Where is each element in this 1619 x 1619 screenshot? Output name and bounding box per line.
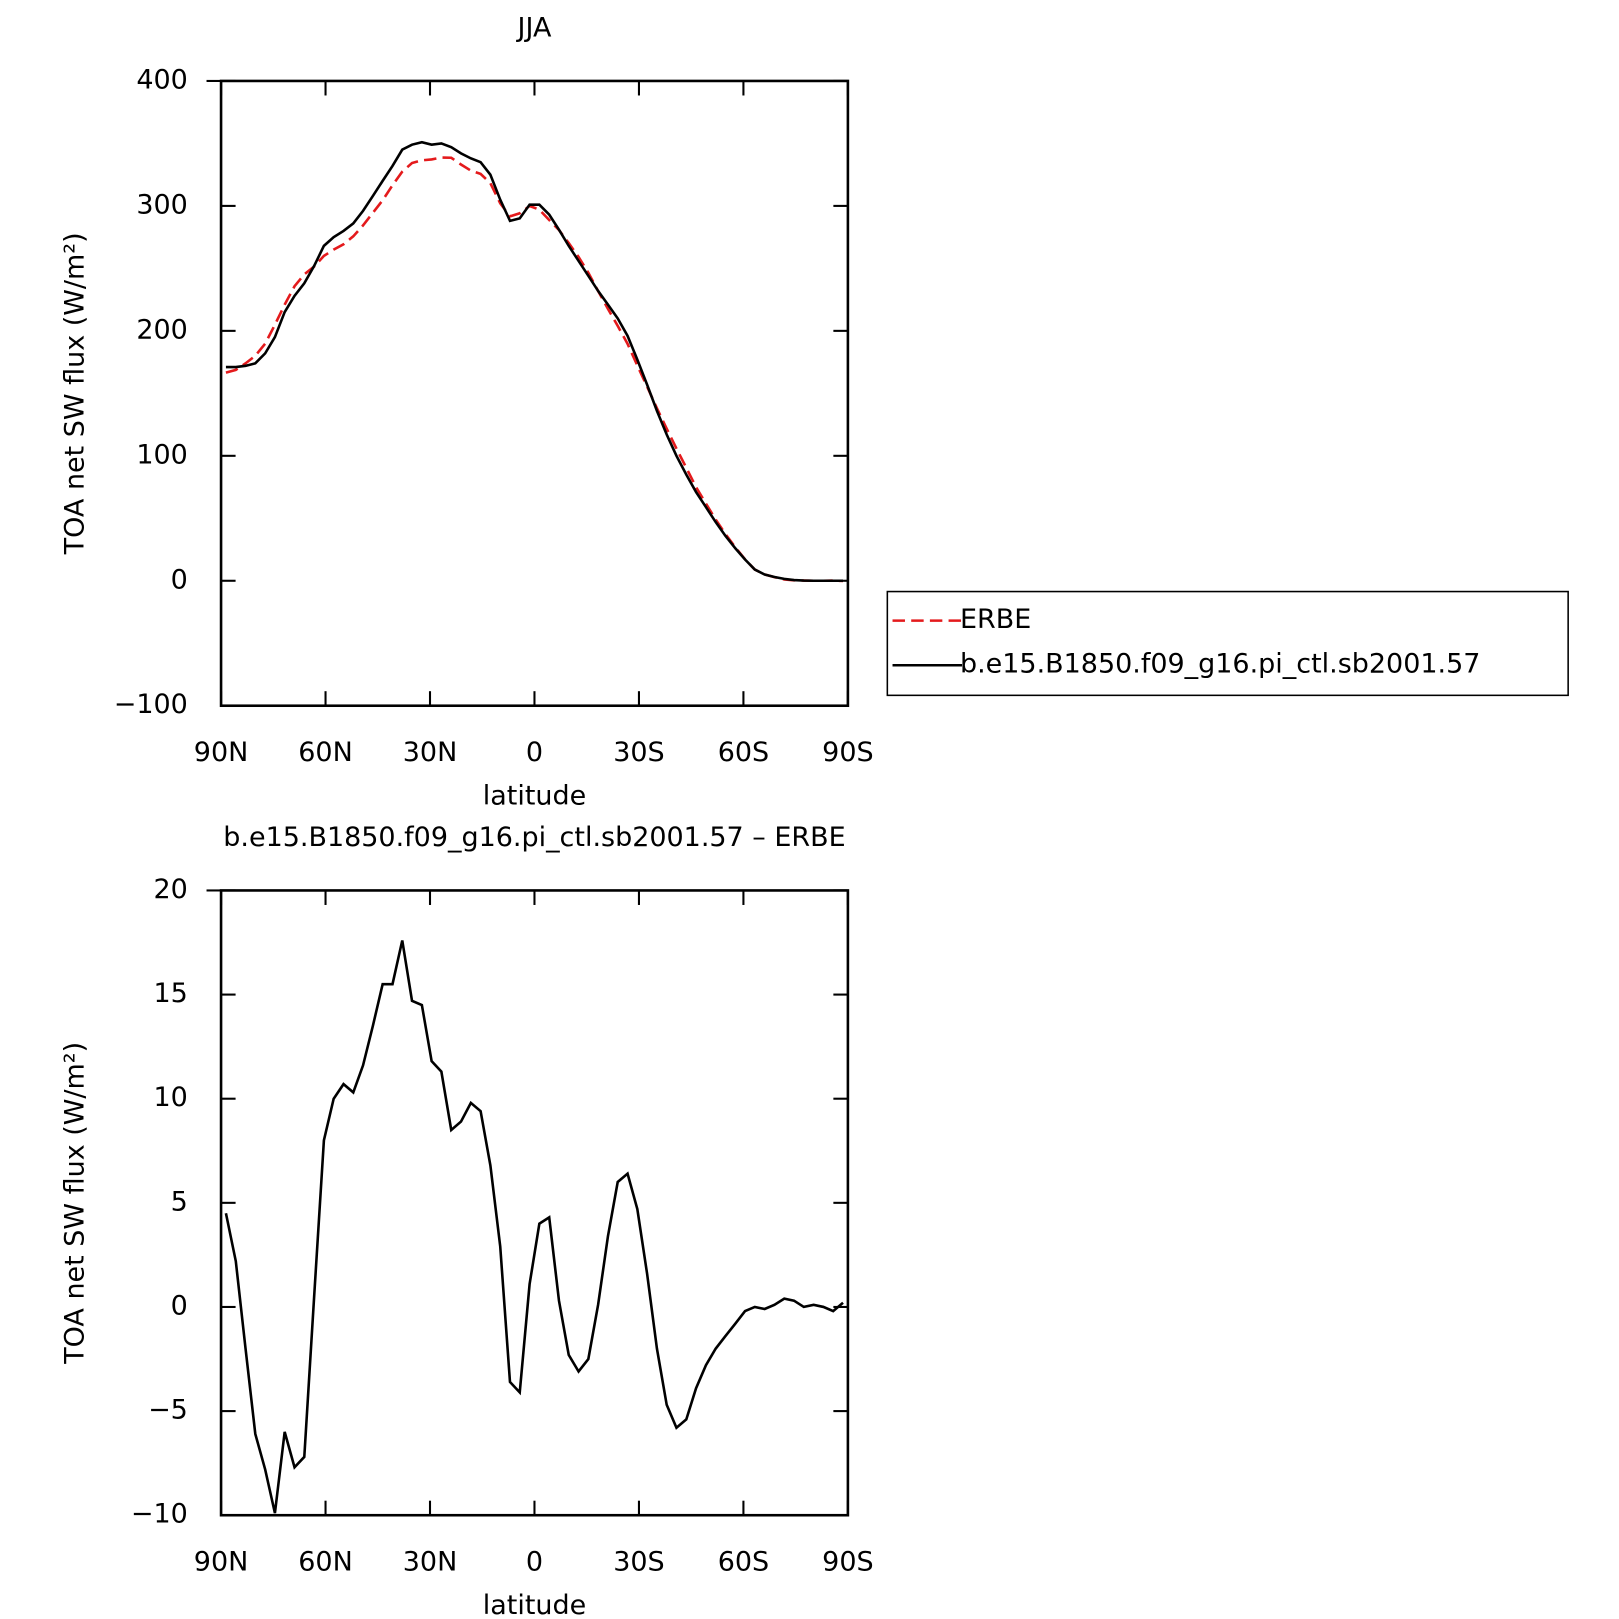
series-line [224,940,844,1514]
y-tick-label: 0 [171,1290,188,1321]
y-axis-label: TOA net SW flux (W/m²) [59,1042,90,1365]
legend-label: b.e15.B1850.f09_g16.pi_ctl.sb2001.57 [960,649,1480,680]
x-tick-label: 90S [822,737,873,768]
plot-frame [219,889,850,1517]
chart-title: JJA [516,13,552,44]
series-line [225,156,844,583]
chart-title: b.e15.B1850.f09_g16.pi_ctl.sb2001.57 – E… [223,822,845,853]
x-axis-label: latitude [483,781,586,812]
x-tick-label: 60S [718,1546,769,1577]
x-tick-label: 30N [403,1546,458,1577]
y-tick-label: 400 [136,64,187,95]
x-tick-label: 30N [403,737,458,768]
x-axis-label: latitude [483,1590,586,1619]
y-tick-label: 300 [136,189,187,220]
plot-frame [219,79,850,708]
x-tick-label: 30S [613,737,664,768]
x-tick-label: 30S [613,1546,664,1577]
x-tick-label: 0 [526,737,543,768]
y-tick-label: 200 [136,314,187,345]
y-tick-label: 100 [136,439,187,470]
y-tick-label: 5 [171,1186,188,1217]
y-tick-label: −5 [148,1395,188,1426]
x-tick-label: 0 [526,1546,543,1577]
series-line [225,140,844,583]
legend-label: ERBE [960,604,1031,635]
y-tick-label: 0 [171,564,188,595]
y-tick-label: −10 [131,1499,188,1530]
y-tick-label: 15 [154,978,188,1009]
x-tick-label: 90N [194,1546,249,1577]
y-tick-label: 20 [154,874,188,905]
legend-box [886,590,1569,697]
x-tick-label: 90N [194,737,249,768]
y-tick-label: −100 [114,689,188,720]
x-tick-label: 90S [822,1546,873,1577]
x-tick-label: 60N [298,1546,352,1577]
y-axis-label: TOA net SW flux (W/m²) [59,232,90,555]
x-tick-label: 60S [718,737,769,768]
y-tick-label: 10 [154,1082,188,1113]
x-tick-label: 60N [298,737,352,768]
